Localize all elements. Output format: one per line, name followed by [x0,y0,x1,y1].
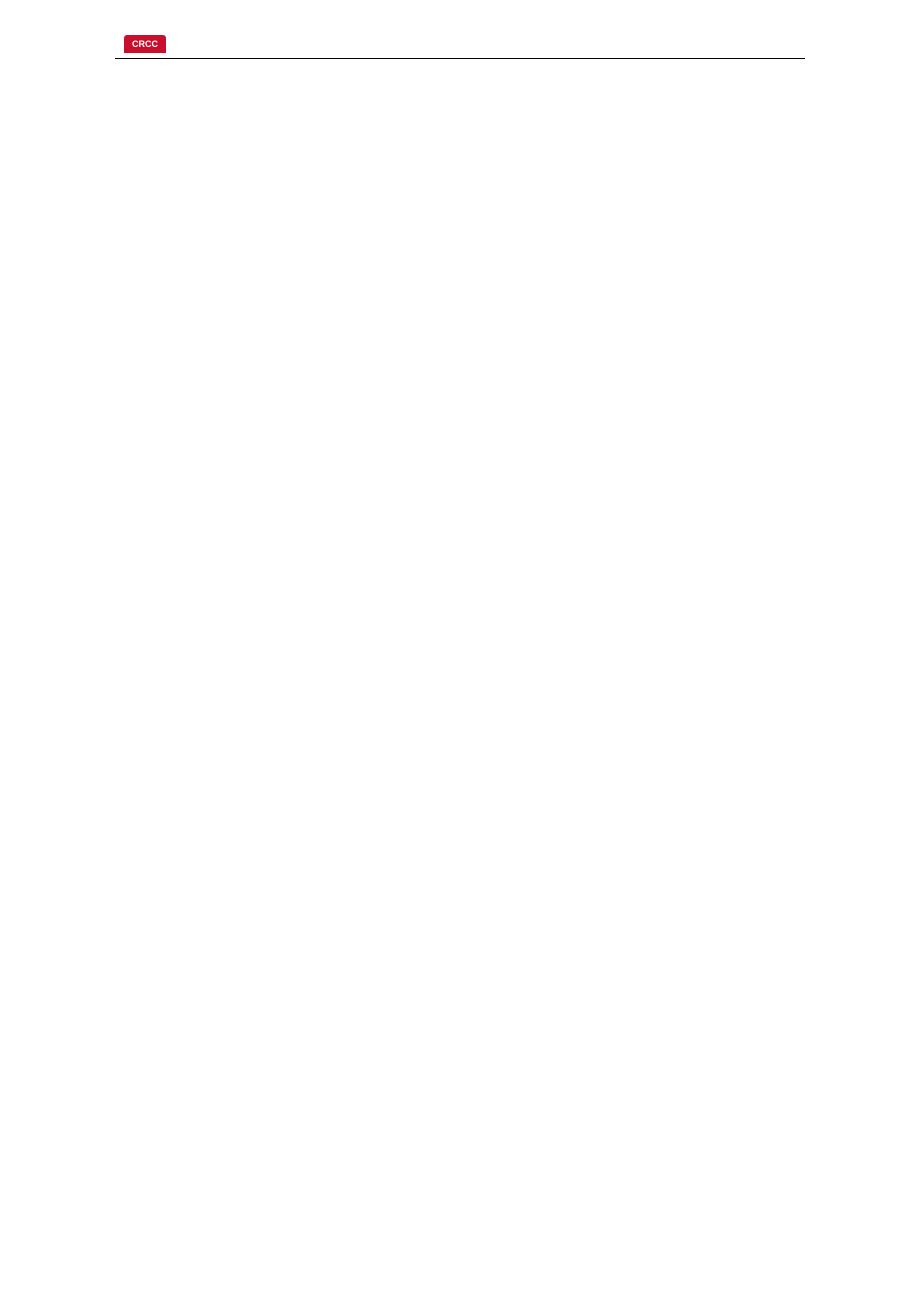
logo-icon [124,35,166,53]
page [0,0,920,511]
figure-4-1 [115,84,805,252]
logo [115,35,175,55]
figure-4-2 [115,266,805,446]
body [115,84,805,446]
page-header [115,35,805,59]
